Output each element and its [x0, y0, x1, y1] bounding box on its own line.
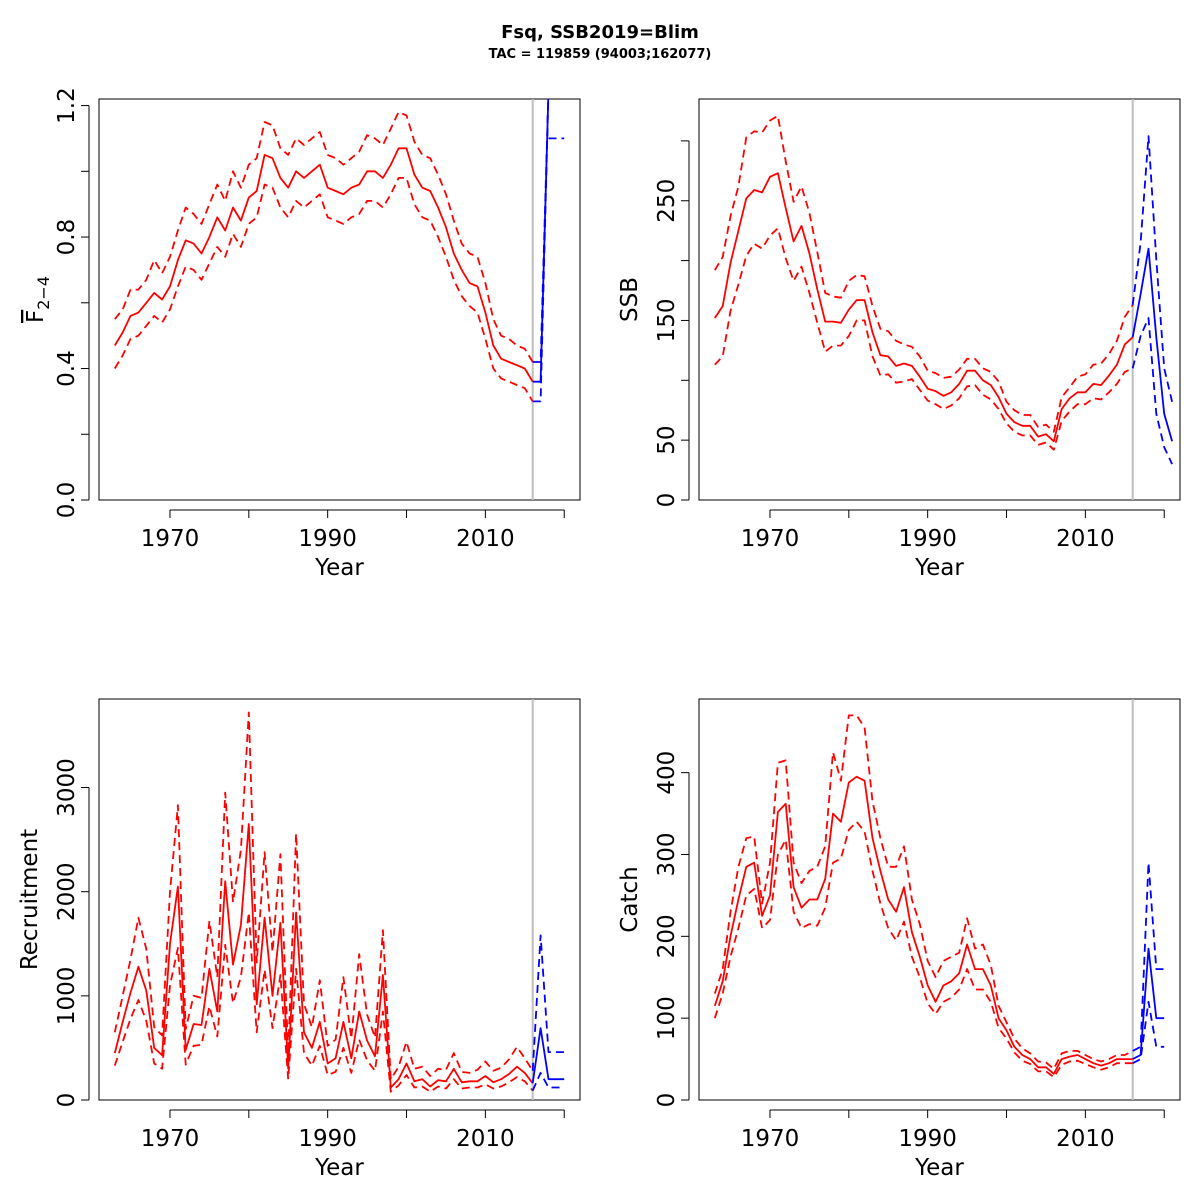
x-tick-label: 1990: [898, 526, 957, 552]
fbar-panel: 1970 1990 2010 0.0 0.4 0.8 1.2 Year F2−4: [23, 87, 581, 581]
y-tick-label: 0: [654, 493, 680, 508]
x-axis-label: Year: [314, 1155, 364, 1181]
historic-lower-line: [714, 227, 1134, 451]
forecast-median-line: [532, 99, 550, 383]
forecast-lower-line: [1131, 317, 1173, 465]
forecast-upper-line: [1131, 135, 1173, 403]
forecast-upper-line: [1132, 861, 1165, 1052]
x-tick-label: 1990: [898, 1126, 957, 1152]
x-tick-label: 2010: [1056, 1126, 1115, 1152]
historic-upper-line: [114, 111, 534, 363]
x-tick-label: 1970: [141, 526, 200, 552]
x-tick-label: 1990: [298, 1126, 357, 1152]
x-tick-label: 1970: [741, 526, 800, 552]
historic-median-line: [713, 775, 1133, 1075]
historic-median-line: [114, 147, 534, 383]
y-tick-label: 0.8: [54, 219, 80, 256]
y-tick-label: 3000: [54, 758, 80, 817]
y-tick-label: 2000: [54, 862, 80, 921]
forecast-median-line: [1131, 247, 1173, 442]
y-axis-label: SSB: [617, 277, 643, 322]
figure-title: Fsq, SSB2019=Blim: [501, 22, 699, 43]
historic-upper-line: [714, 114, 1134, 433]
y-tick-label: 0: [654, 1093, 680, 1108]
historic-median-line: [113, 823, 534, 1089]
x-tick-label: 1970: [741, 1126, 800, 1152]
historic-lower-line: [114, 176, 534, 402]
plot-frame: [98, 98, 581, 501]
x-tick-label: 2010: [456, 526, 515, 552]
ssb-panel: 1970 1990 2010 0 50 150 250 Year SSB: [617, 98, 1181, 581]
y-tick-label: 0.0: [54, 482, 80, 519]
series-group: [113, 699, 565, 1100]
forecast-lower-line: [532, 99, 550, 403]
x-tick-label: 1990: [298, 526, 357, 552]
y-tick-label: 150: [654, 298, 680, 342]
y-tick-label: 200: [654, 914, 680, 958]
y-tick-label: 50: [654, 426, 680, 455]
series-group: [114, 99, 565, 500]
catch-panel: 1970 1990 2010 0 100 200 300 400 Year Catch: [617, 698, 1181, 1181]
plot-frame: [98, 698, 581, 1101]
forecast-upper-line: [531, 934, 565, 1071]
plot-frame: [698, 698, 1181, 1101]
historic-upper-line: [113, 711, 534, 1081]
historic-lower-line: [713, 820, 1133, 1078]
forecast-lower-line: [531, 1072, 565, 1091]
x-tick-label: 1970: [141, 1126, 200, 1152]
y-tick-label: 300: [654, 833, 680, 877]
series-group: [714, 99, 1173, 500]
y-axis-label-subscript: 2−4: [34, 276, 53, 310]
y-tick-label: 1000: [54, 967, 80, 1026]
historic-lower-line: [113, 911, 534, 1093]
x-axis-label: Year: [314, 555, 364, 581]
y-axis-label-main: F: [23, 310, 49, 323]
historic-median-line: [714, 172, 1134, 443]
y-axis-label: Recruitment: [17, 829, 43, 970]
forecast-lower-line: [1132, 1000, 1165, 1064]
x-tick-label: 2010: [456, 1126, 515, 1152]
x-axis-label: Year: [914, 1155, 964, 1181]
x-axis-label: Year: [914, 555, 964, 581]
series-group: [713, 699, 1165, 1100]
y-tick-label: 400: [654, 751, 680, 795]
plot-frame: [698, 98, 1181, 501]
y-tick-label: 250: [654, 179, 680, 223]
forecast-median-line: [1132, 947, 1165, 1060]
forecast-upper-line: [532, 99, 550, 363]
historic-upper-line: [713, 714, 1134, 1070]
y-axis-label: Catch: [617, 866, 643, 932]
figure-subtitle: TAC = 119859 (94003;162077): [488, 47, 712, 62]
x-tick-label: 2010: [1056, 526, 1115, 552]
recruitment-panel: 1970 1990 2010 0 1000 2000 3000 Year Recruitment: [17, 698, 581, 1181]
y-tick-label: 1.2: [54, 87, 80, 124]
y-tick-label: 100: [654, 996, 680, 1040]
y-axis-label: F2−4: [23, 276, 53, 323]
y-tick-label: 0: [54, 1093, 80, 1108]
y-tick-label: 0.4: [54, 350, 80, 387]
forecast-median-line: [531, 1027, 565, 1084]
